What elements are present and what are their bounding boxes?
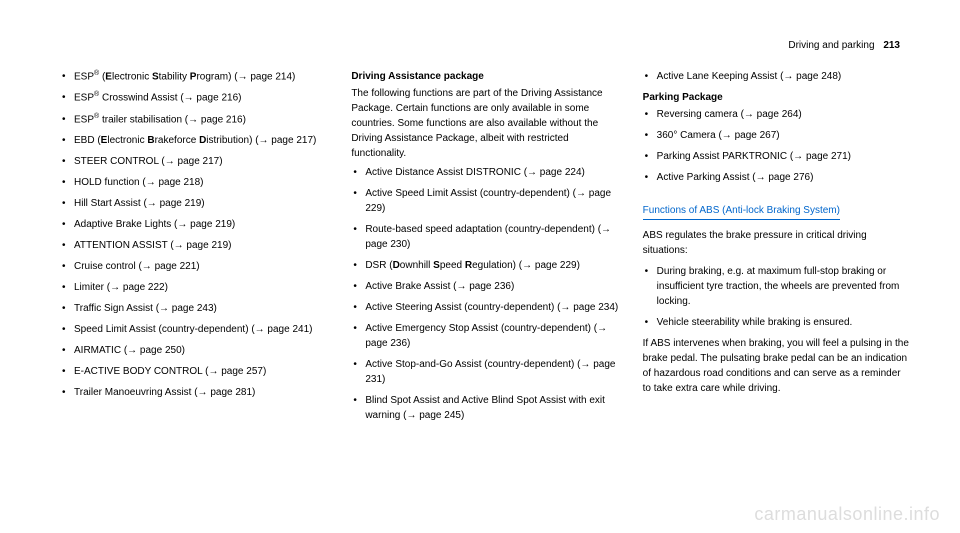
page-header: Driving and parking 213 [60,40,910,51]
list-item: Adaptive Brake Lights (→ page 219) [60,217,327,232]
list-item: Traffic Sign Assist (→ page 243) [60,301,327,316]
abs-intro: ABS regulates the brake pressure in crit… [643,228,910,258]
list-item: AIRMATIC (→ page 250) [60,343,327,358]
list-item: Cruise control (→ page 221) [60,259,327,274]
list-item: Active Steering Assist (country-dependen… [351,300,618,315]
col2-list: Active Distance Assist DISTRONIC (→ page… [351,165,618,423]
list-item: Speed Limit Assist (country-dependent) (… [60,322,327,337]
list-item: Trailer Manoeuvring Assist (→ page 281) [60,385,327,400]
driving-assist-title: Driving Assistance package [351,69,618,84]
list-item: Limiter (→ page 222) [60,280,327,295]
watermark: carmanualsonline.info [754,504,940,525]
list-item: ATTENTION ASSIST (→ page 219) [60,238,327,253]
list-item: ESP® trailer stabilisation (→ page 216) [60,112,327,127]
list-item: E-ACTIVE BODY CONTROL (→ page 257) [60,364,327,379]
list-item: 360° Camera (→ page 267) [643,128,910,143]
columns-container: ESP® (Electronic Stability Program) (→ p… [60,69,910,513]
list-item: Parking Assist PARKTRONIC (→ page 271) [643,149,910,164]
driving-assist-intro: The following functions are part of the … [351,86,618,161]
column-1: ESP® (Electronic Stability Program) (→ p… [60,69,327,513]
list-item: Vehicle steerability while braking is en… [643,315,910,330]
list-item: Hill Start Assist (→ page 219) [60,196,327,211]
list-item: HOLD function (→ page 218) [60,175,327,190]
col3-top-list: Active Lane Keeping Assist (→ page 248) [643,69,910,84]
list-item: DSR (Downhill Speed Regulation) (→ page … [351,258,618,273]
abs-list: During braking, e.g. at maximum full-sto… [643,264,910,330]
column-2: Driving Assistance package The following… [351,69,618,513]
page-number: 213 [883,40,900,51]
list-item: Active Distance Assist DISTRONIC (→ page… [351,165,618,180]
list-item: Blind Spot Assist and Active Blind Spot … [351,393,618,423]
list-item: Reversing camera (→ page 264) [643,107,910,122]
list-item: Active Stop-and-Go Assist (country-depen… [351,357,618,387]
parking-package-title: Parking Package [643,90,910,105]
list-item: Active Brake Assist (→ page 236) [351,279,618,294]
list-item: Active Lane Keeping Assist (→ page 248) [643,69,910,84]
column-3: Active Lane Keeping Assist (→ page 248) … [643,69,910,513]
list-item: Active Speed Limit Assist (country-depen… [351,186,618,216]
list-item: Active Emergency Stop Assist (country-de… [351,321,618,351]
page-container: Driving and parking 213 ESP® (Electronic… [0,0,960,533]
list-item: STEER CONTROL (→ page 217) [60,154,327,169]
list-item: EBD (Electronic Brakeforce Distribution)… [60,133,327,148]
abs-title: Functions of ABS (Anti-lock Braking Syst… [643,203,840,220]
list-item: ESP® (Electronic Stability Program) (→ p… [60,69,327,84]
col1-list: ESP® (Electronic Stability Program) (→ p… [60,69,327,400]
list-item: Route-based speed adaptation (country-de… [351,222,618,252]
parking-list: Reversing camera (→ page 264) 360° Camera… [643,107,910,185]
header-section: Driving and parking [788,40,874,51]
list-item: ESP® Crosswind Assist (→ page 216) [60,90,327,105]
list-item: Active Parking Assist (→ page 276) [643,170,910,185]
abs-outro: If ABS intervenes when braking, you will… [643,336,910,396]
list-item: During braking, e.g. at maximum full-sto… [643,264,910,309]
